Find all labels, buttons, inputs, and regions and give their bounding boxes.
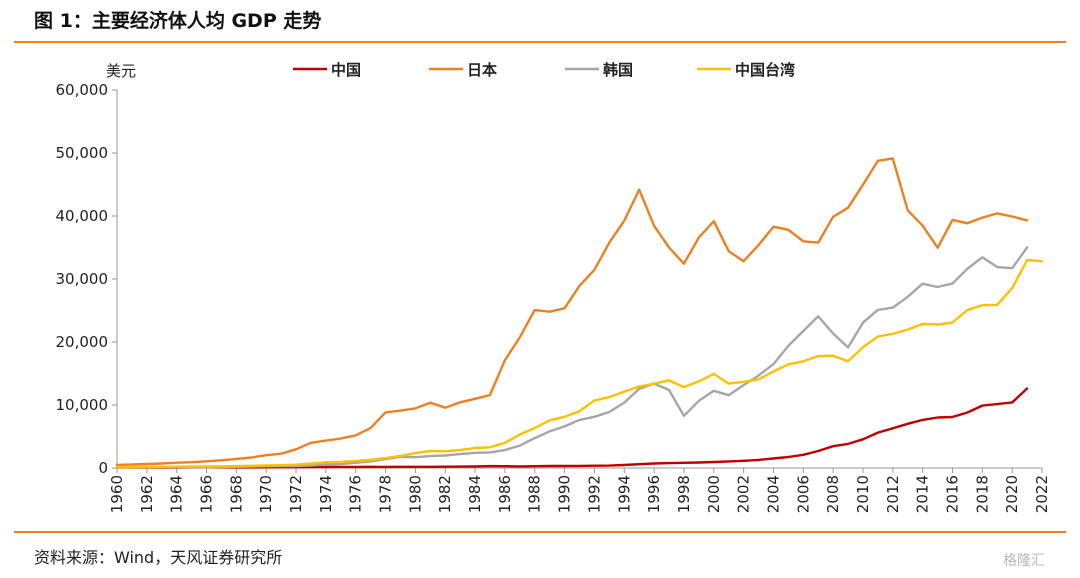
y-tick-label: 60,000 (56, 81, 109, 99)
legend-label-2: 韩国 (603, 61, 633, 79)
y-axis-label: 美元 (106, 62, 136, 80)
x-tick-label: 2010 (854, 475, 872, 513)
y-tick-label: 0 (98, 459, 108, 477)
series-line-1 (115, 157, 1029, 467)
top-divider (14, 41, 1066, 43)
x-tick-label: 1988 (526, 475, 544, 513)
x-tick-label: 1974 (317, 475, 335, 513)
x-tick-label: 1986 (496, 475, 514, 513)
x-tick-label: 2006 (794, 475, 812, 513)
x-tick-label: 1996 (645, 475, 663, 513)
plot-area (115, 157, 1044, 469)
x-tick-label: 2012 (884, 475, 902, 513)
series-line-3 (115, 258, 1044, 469)
x-tick-label: 2014 (914, 475, 932, 513)
gdp-line-chart: 美元 中国 日本 韩国 中国台湾 0 10,000 20,000 30,000 40,000 5… (56, 61, 1052, 513)
bottom-divider (14, 531, 1066, 533)
x-tick-label: 2022 (1033, 475, 1051, 513)
x-axis: 1960 1962 1964 1966 1968 1970 1972 1974 1976 1978… (108, 467, 1051, 513)
x-tick-label: 1972 (287, 475, 305, 513)
x-tick-label: 1970 (257, 475, 275, 513)
y-tick-label: 10,000 (56, 396, 109, 414)
series-line-2 (115, 246, 1029, 469)
y-axis: 0 10,000 20,000 30,000 40,000 50,000 60,000 (56, 81, 118, 477)
x-tick-label: 1984 (466, 475, 484, 513)
x-tick-label: 2008 (824, 475, 842, 513)
x-tick-label: 1962 (138, 475, 156, 513)
x-tick-label: 1976 (347, 475, 365, 513)
legend-label-1: 日本 (467, 61, 497, 79)
x-tick-label: 2004 (764, 475, 782, 513)
x-tick-label: 2020 (1003, 475, 1021, 513)
y-tick-label: 40,000 (56, 207, 109, 225)
source-note: 资料来源：Wind，天风证券研究所 (34, 548, 283, 567)
x-tick-label: 1994 (615, 475, 633, 513)
x-tick-label: 2002 (735, 475, 753, 513)
x-tick-label: 1982 (436, 475, 454, 513)
y-tick-label: 30,000 (56, 270, 109, 288)
x-tick-label: 2018 (973, 475, 991, 513)
x-tick-label: 1998 (675, 475, 693, 513)
x-tick-label: 1966 (198, 475, 216, 513)
figure-title: 图 1：主要经济体人均 GDP 走势 (34, 10, 322, 32)
x-tick-label: 1978 (377, 475, 395, 513)
x-tick-label: 1968 (227, 475, 245, 513)
y-tick-label: 50,000 (56, 144, 109, 162)
x-tick-label: 1960 (108, 475, 126, 513)
x-tick-label: 2016 (943, 475, 961, 513)
series-line-0 (115, 387, 1029, 469)
x-tick-label: 1980 (406, 475, 424, 513)
x-tick-label: 1964 (168, 475, 186, 513)
y-tick-label: 20,000 (56, 333, 109, 351)
watermark-logo: 格隆汇 (1003, 553, 1045, 569)
x-tick-label: 1992 (585, 475, 603, 513)
legend: 中国 日本 韩国 中国台湾 (293, 61, 795, 79)
legend-label-0: 中国 (331, 61, 361, 79)
legend-label-3: 中国台湾 (735, 61, 795, 79)
x-tick-label: 1990 (556, 475, 574, 513)
x-tick-label: 2000 (705, 475, 723, 513)
